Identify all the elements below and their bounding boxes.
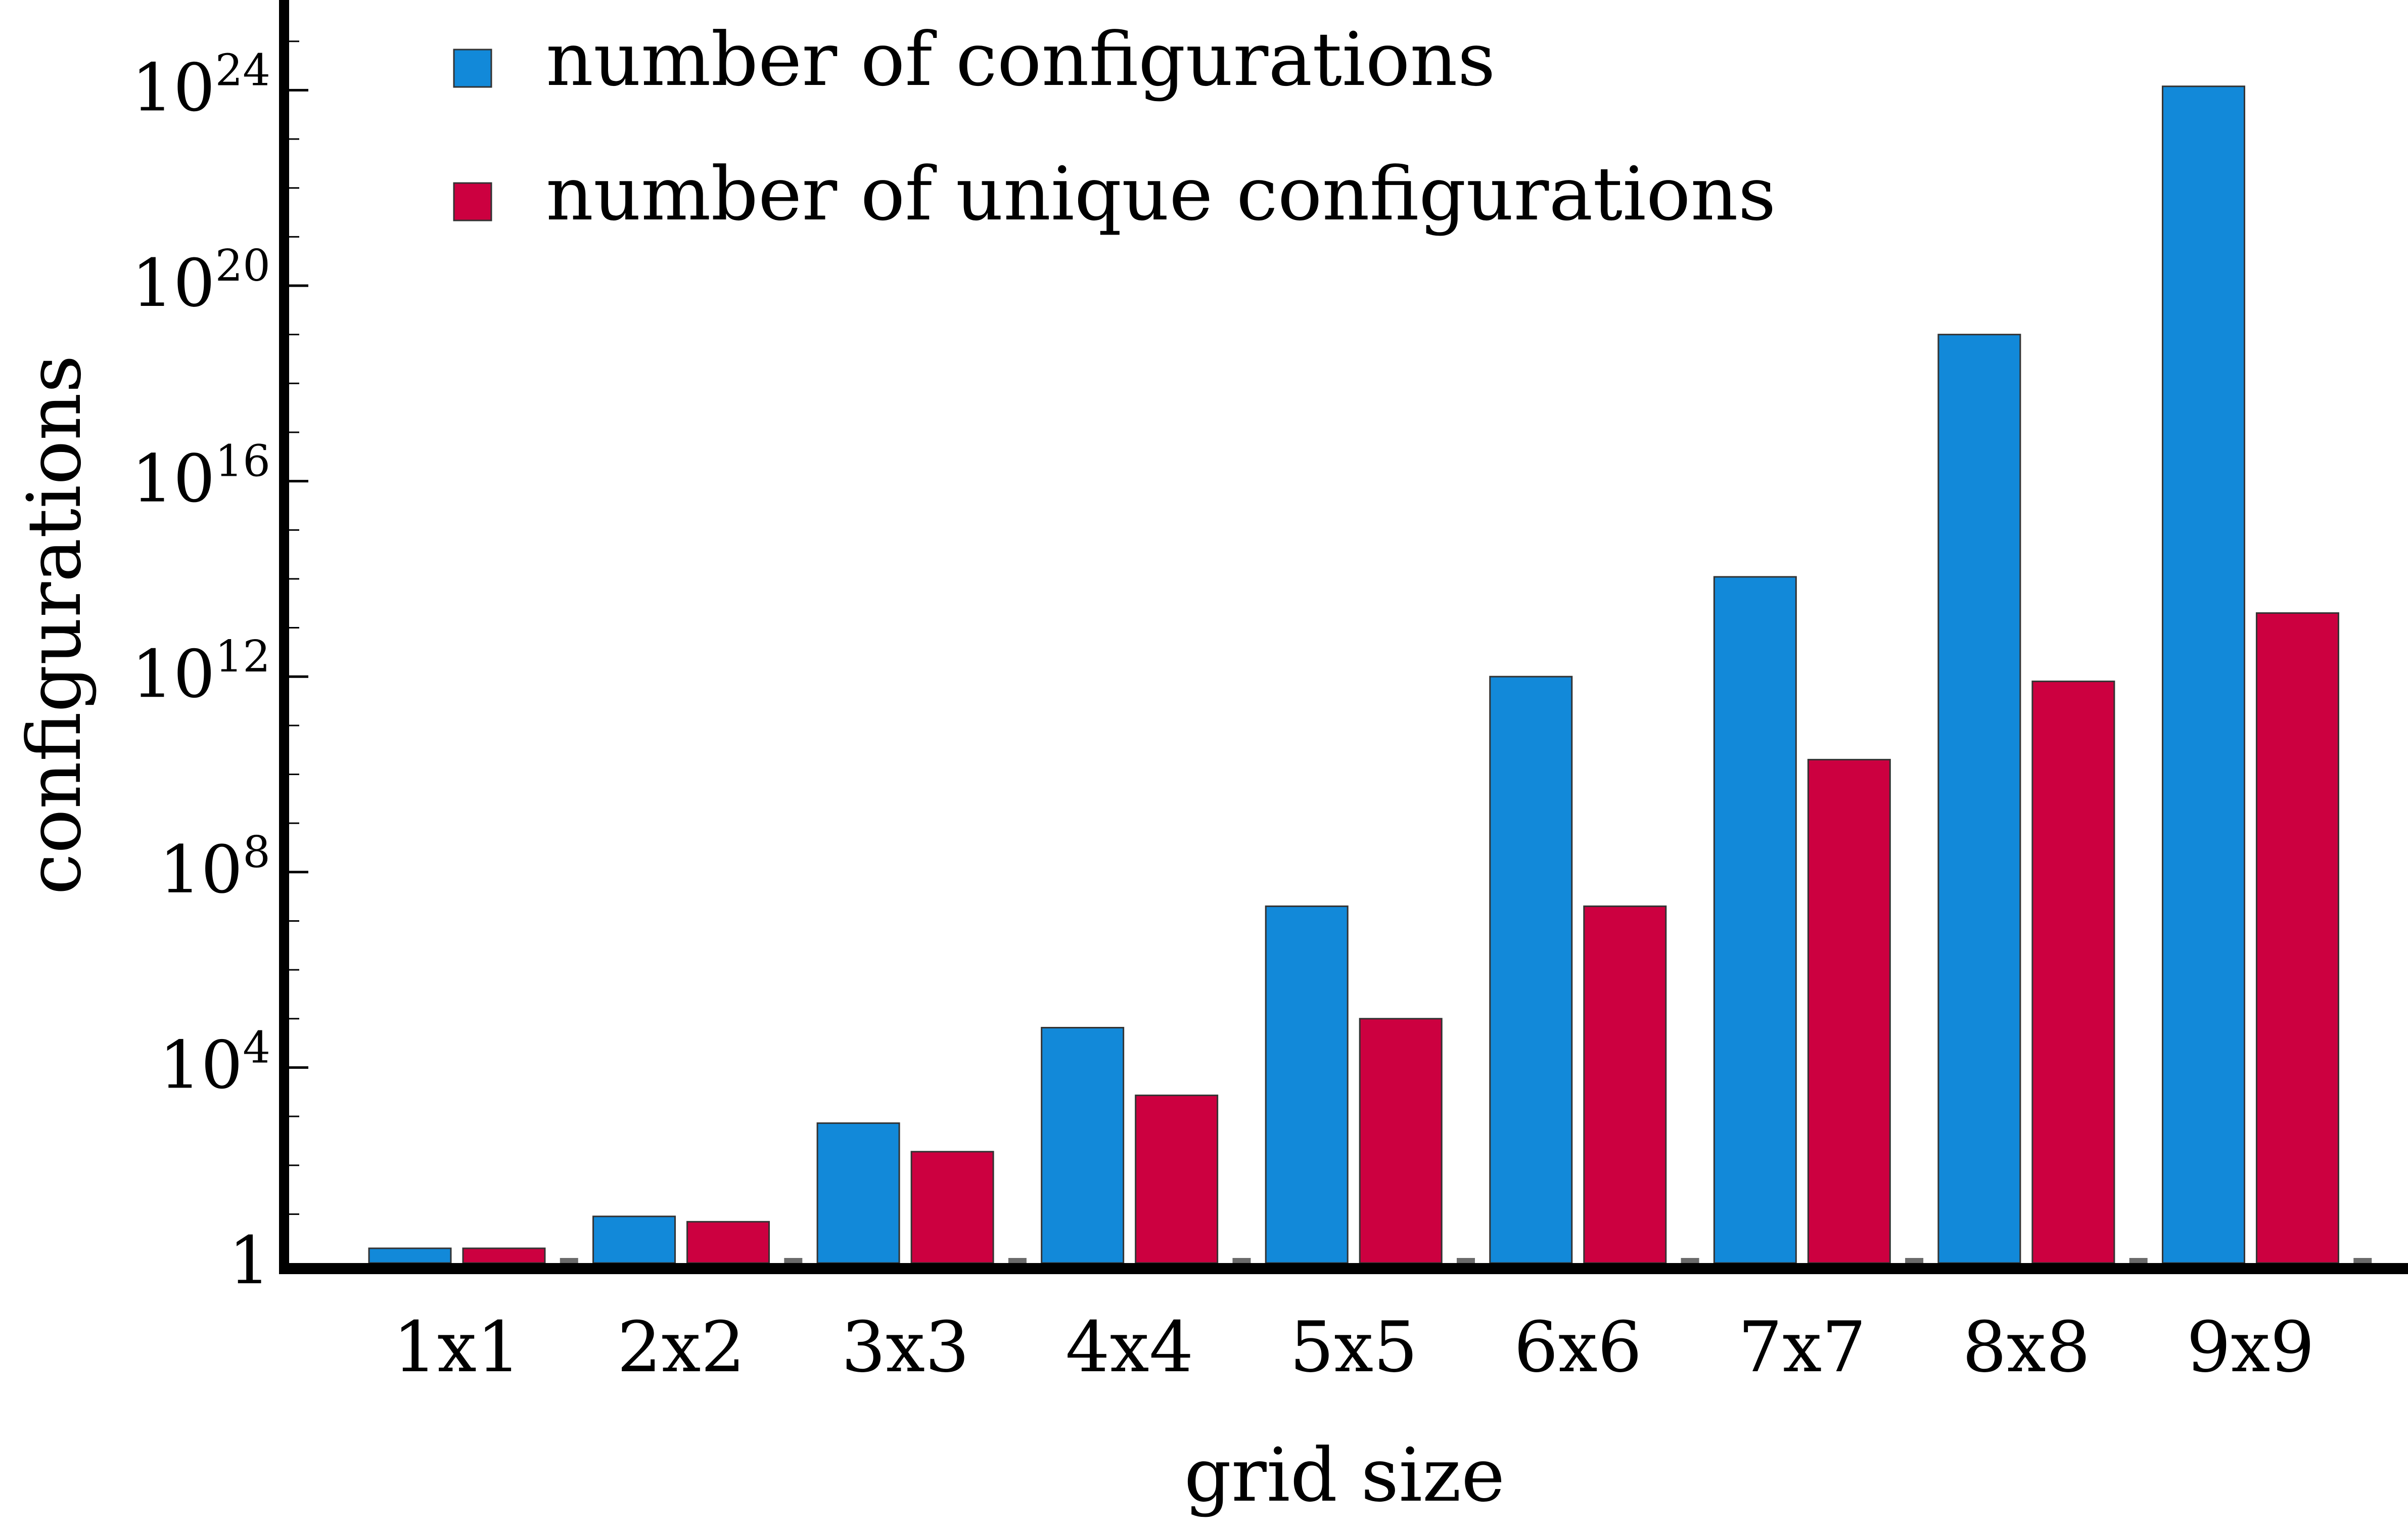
x-tick-label: 3x3 [841,1307,969,1388]
bar-unique-configurations-4x4 [1135,1094,1219,1264]
x-tick-label: 1x1 [393,1307,521,1388]
x-tick-label: 7x7 [1738,1307,1866,1388]
legend-swatch-unique-configurations [453,182,492,221]
y-axis-title: configurations [12,355,98,895]
x-tick-label: 5x5 [1290,1307,1418,1388]
bar-unique-configurations-6x6 [1583,905,1667,1264]
y-tick-label: 104 [159,1022,270,1103]
bar-configurations-2x2 [592,1215,676,1264]
y-axis-line [279,0,289,1274]
y-axis-ticks [289,40,308,1215]
bar-unique-configurations-9x9 [2255,612,2339,1264]
bar-configurations-5x5 [1265,905,1349,1264]
y-tick-label: 1016 [131,436,270,517]
y-tick-label: 108 [159,827,270,908]
x-tick-labels: 1x1 2x2 3x3 4x4 5x5 6x6 7x7 8x8 9x9 [393,1307,2314,1388]
x-tick-label: 8x8 [1962,1307,2090,1388]
y-tick-label: 1020 [131,241,270,322]
bar-configurations-9x9 [2161,85,2245,1264]
x-tick-label: 4x4 [1066,1307,1193,1388]
bar-unique-configurations-3x3 [910,1151,994,1264]
legend: number of configurations number of uniqu… [453,17,1776,237]
y-tick-label: 1024 [131,45,270,126]
bar-configurations-4x4 [1041,1026,1125,1264]
y-tick-labels: 1 104 108 1012 1016 1020 1024 [131,45,270,1299]
x-axis-title: grid size [1184,1432,1505,1518]
bar-configurations-7x7 [1713,576,1797,1264]
bar-configurations-8x8 [1937,334,2021,1264]
legend-swatch-configurations [453,49,492,88]
legend-label-unique-configurations: number of unique configurations [546,151,1776,237]
bar-unique-configurations-2x2 [686,1221,770,1264]
bar-configurations-6x6 [1489,676,1573,1264]
bars [368,85,2339,1264]
x-tick-label: 6x6 [1514,1307,1642,1388]
bar-unique-configurations-1x1 [462,1247,546,1264]
bar-unique-configurations-5x5 [1359,1018,1443,1264]
legend-label-configurations: number of configurations [546,17,1496,103]
x-tick-label: 2x2 [617,1307,745,1388]
bar-configurations-3x3 [816,1122,900,1264]
y-tick-label: 1 [228,1222,270,1299]
bar-unique-configurations-8x8 [2031,681,2115,1264]
bar-unique-configurations-7x7 [1807,758,1891,1264]
bar-configurations-1x1 [368,1247,452,1264]
y-tick-label: 1012 [131,632,270,712]
x-tick-label: 9x9 [2187,1307,2314,1388]
x-axis-line [279,1263,2408,1274]
